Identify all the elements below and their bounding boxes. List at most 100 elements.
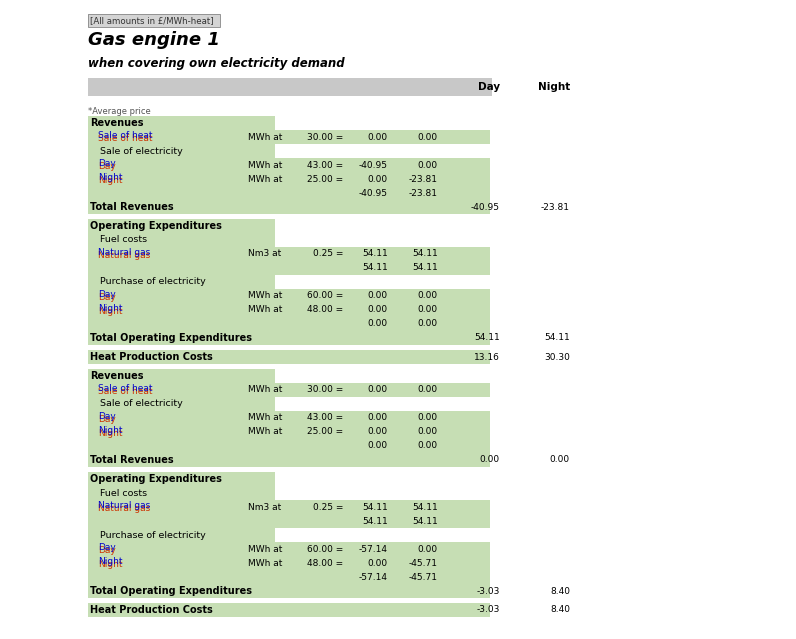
Text: -45.71: -45.71 <box>409 573 438 581</box>
Text: -3.03: -3.03 <box>477 587 500 596</box>
Text: Sale of heat: Sale of heat <box>98 131 153 140</box>
Text: 0.00: 0.00 <box>368 174 388 183</box>
FancyBboxPatch shape <box>88 275 275 289</box>
Text: Sale of heat: Sale of heat <box>98 387 153 396</box>
Text: 0.00: 0.00 <box>550 456 570 465</box>
FancyBboxPatch shape <box>88 261 490 275</box>
Text: 54.11: 54.11 <box>412 502 438 511</box>
Text: 30.00 =: 30.00 = <box>306 132 343 141</box>
Text: Night: Night <box>98 557 123 566</box>
FancyBboxPatch shape <box>88 439 490 453</box>
Text: 0.00: 0.00 <box>418 442 438 450</box>
Text: Night: Night <box>98 176 123 185</box>
Text: Heat Production Costs: Heat Production Costs <box>90 605 213 615</box>
Text: Sale of heat: Sale of heat <box>98 384 153 393</box>
Text: Night: Night <box>538 82 570 92</box>
Text: Total Operating Expenditures: Total Operating Expenditures <box>90 586 252 596</box>
Text: Fuel costs: Fuel costs <box>100 488 147 498</box>
Text: 0.00: 0.00 <box>368 427 388 436</box>
Text: 54.11: 54.11 <box>362 263 388 272</box>
Text: Night: Night <box>98 173 123 182</box>
Text: -23.81: -23.81 <box>409 189 438 197</box>
Text: 0.00: 0.00 <box>368 442 388 450</box>
Text: 0.00: 0.00 <box>418 385 438 394</box>
Text: Nm3 at: Nm3 at <box>248 249 281 259</box>
Text: 0.00: 0.00 <box>368 413 388 422</box>
Text: Operating Expenditures: Operating Expenditures <box>90 221 222 231</box>
Text: MWh at: MWh at <box>248 558 283 567</box>
Text: 0.00: 0.00 <box>418 320 438 328</box>
FancyBboxPatch shape <box>88 570 490 584</box>
FancyBboxPatch shape <box>88 247 490 261</box>
Text: 13.16: 13.16 <box>474 353 500 362</box>
Text: Gas engine 1: Gas engine 1 <box>88 31 220 49</box>
Text: Natural gas: Natural gas <box>98 248 150 257</box>
Text: Day: Day <box>98 543 115 552</box>
Text: Total Operating Expenditures: Total Operating Expenditures <box>90 333 252 343</box>
Text: MWh at: MWh at <box>248 160 283 169</box>
Text: -23.81: -23.81 <box>409 174 438 183</box>
Text: 0.00: 0.00 <box>368 132 388 141</box>
FancyBboxPatch shape <box>88 542 490 556</box>
FancyBboxPatch shape <box>88 233 275 247</box>
Text: MWh at: MWh at <box>248 291 283 300</box>
Text: 25.00 =: 25.00 = <box>307 174 343 183</box>
Text: 54.11: 54.11 <box>412 263 438 272</box>
Text: 54.11: 54.11 <box>544 334 570 343</box>
Text: Night: Night <box>98 429 123 438</box>
Text: MWh at: MWh at <box>248 174 283 183</box>
Text: 0.00: 0.00 <box>418 427 438 436</box>
Text: 0.00: 0.00 <box>480 456 500 465</box>
Text: MWh at: MWh at <box>248 385 283 394</box>
Text: Day: Day <box>98 293 115 302</box>
Text: Day: Day <box>98 159 115 168</box>
Text: Day: Day <box>98 546 115 555</box>
Text: 0.25 =: 0.25 = <box>313 249 343 259</box>
Text: 0.00: 0.00 <box>368 385 388 394</box>
FancyBboxPatch shape <box>88 158 490 172</box>
Text: *Average price: *Average price <box>88 107 150 116</box>
Text: -57.14: -57.14 <box>359 544 388 553</box>
FancyBboxPatch shape <box>88 369 275 383</box>
Text: 48.00 =: 48.00 = <box>307 558 343 567</box>
Text: 54.11: 54.11 <box>362 502 388 511</box>
Text: 54.11: 54.11 <box>474 334 500 343</box>
Text: 8.40: 8.40 <box>550 606 570 615</box>
Text: 0.25 =: 0.25 = <box>313 502 343 511</box>
Text: -40.95: -40.95 <box>359 189 388 197</box>
Text: -3.03: -3.03 <box>477 606 500 615</box>
FancyBboxPatch shape <box>88 397 275 411</box>
FancyBboxPatch shape <box>88 425 490 439</box>
FancyBboxPatch shape <box>88 172 490 186</box>
Text: Revenues: Revenues <box>90 371 143 381</box>
Text: Day: Day <box>98 415 115 424</box>
Text: [All amounts in £/MWh-heat]: [All amounts in £/MWh-heat] <box>90 16 213 25</box>
FancyBboxPatch shape <box>88 556 490 570</box>
Text: 54.11: 54.11 <box>362 249 388 259</box>
Text: MWh at: MWh at <box>248 413 283 422</box>
Text: 30.00 =: 30.00 = <box>306 385 343 394</box>
FancyBboxPatch shape <box>88 130 490 144</box>
Text: 0.00: 0.00 <box>418 544 438 553</box>
Text: Natural gas: Natural gas <box>98 251 150 260</box>
FancyBboxPatch shape <box>88 514 490 528</box>
FancyBboxPatch shape <box>88 317 490 331</box>
Text: 8.40: 8.40 <box>550 587 570 596</box>
Text: 60.00 =: 60.00 = <box>306 291 343 300</box>
Text: when covering own electricity demand: when covering own electricity demand <box>88 58 345 70</box>
FancyBboxPatch shape <box>88 331 490 345</box>
FancyBboxPatch shape <box>88 186 490 200</box>
Text: 48.00 =: 48.00 = <box>307 305 343 314</box>
Text: 54.11: 54.11 <box>412 249 438 259</box>
FancyBboxPatch shape <box>88 528 275 542</box>
FancyBboxPatch shape <box>88 486 275 500</box>
Text: Natural gas: Natural gas <box>98 501 150 510</box>
Text: Sale of electricity: Sale of electricity <box>100 399 183 408</box>
Text: 0.00: 0.00 <box>368 305 388 314</box>
Text: Heat Production Costs: Heat Production Costs <box>90 352 213 362</box>
Text: Night: Night <box>98 426 123 435</box>
FancyBboxPatch shape <box>88 78 492 96</box>
Text: Night: Night <box>98 304 123 313</box>
Text: 0.00: 0.00 <box>418 305 438 314</box>
Text: 0.00: 0.00 <box>368 320 388 328</box>
